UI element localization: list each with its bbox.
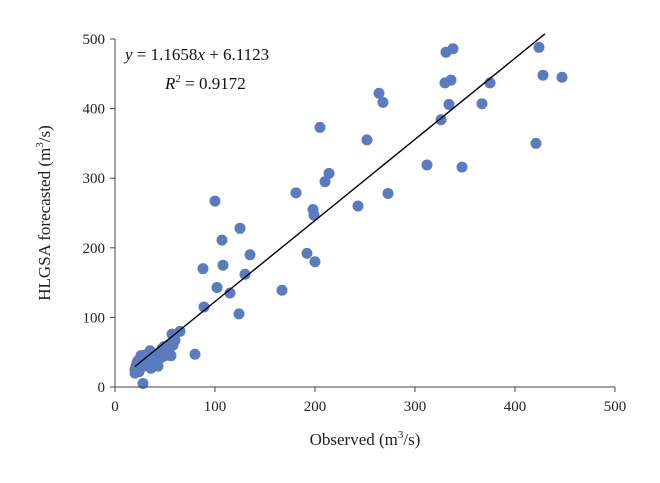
- data-point: [556, 71, 568, 83]
- data-point: [211, 281, 223, 293]
- data-point: [445, 74, 457, 86]
- data-point: [435, 114, 447, 126]
- data-point: [352, 200, 364, 212]
- y-tick-label: 200: [83, 241, 106, 257]
- x-tick-label: 300: [404, 399, 427, 415]
- data-point: [443, 98, 455, 110]
- y-axis-ticks: 0 100 200 300 400 500: [83, 32, 115, 396]
- data-point: [309, 256, 321, 268]
- data-point: [456, 161, 468, 173]
- data-point: [152, 360, 164, 372]
- data-point: [169, 334, 181, 346]
- x-axis-label: Observed (m3/s): [310, 429, 421, 449]
- data-point: [323, 167, 335, 179]
- data-point: [198, 301, 210, 313]
- x-tick-label: 0: [111, 399, 119, 415]
- data-point: [319, 176, 331, 188]
- data-point: [537, 69, 549, 81]
- regression-line: [134, 33, 546, 368]
- y-tick-label: 0: [98, 380, 106, 396]
- data-point: [276, 284, 288, 296]
- r-squared-label: R2 = 0.9172: [164, 73, 246, 93]
- data-point: [421, 159, 433, 171]
- x-tick-label: 400: [504, 399, 527, 415]
- data-point: [361, 134, 373, 146]
- y-tick-label: 500: [83, 32, 106, 48]
- data-point: [377, 96, 389, 108]
- y-tick-label: 300: [83, 171, 106, 187]
- data-point: [197, 263, 209, 275]
- x-axis-ticks: 0 100 200 300 400 500: [111, 387, 626, 415]
- data-point: [308, 209, 320, 221]
- data-point: [137, 378, 149, 390]
- data-point: [216, 234, 228, 246]
- data-point: [244, 249, 256, 261]
- data-point: [314, 121, 326, 133]
- data-point: [233, 308, 245, 320]
- data-point: [476, 98, 488, 110]
- y-tick-label: 400: [83, 102, 106, 118]
- x-tick-label: 500: [604, 399, 627, 415]
- x-tick-label: 100: [204, 399, 227, 415]
- data-point: [234, 222, 246, 234]
- data-point: [530, 137, 542, 149]
- data-points: [129, 41, 568, 390]
- data-point: [209, 195, 221, 207]
- data-point: [189, 348, 201, 360]
- data-point: [290, 187, 302, 199]
- data-point: [301, 247, 313, 259]
- data-point: [382, 188, 394, 200]
- y-axis-label: HLGSA forecasted (m3/s): [34, 125, 54, 300]
- data-point: [447, 43, 459, 55]
- y-tick-label: 100: [83, 310, 106, 326]
- data-point: [239, 268, 251, 280]
- x-tick-label: 200: [304, 399, 327, 415]
- data-point: [217, 259, 229, 271]
- data-point: [165, 350, 177, 362]
- data-point: [224, 287, 236, 299]
- data-point: [373, 87, 385, 99]
- data-point: [533, 41, 545, 53]
- regression-equation: y = 1.1658x + 6.1123: [123, 45, 269, 64]
